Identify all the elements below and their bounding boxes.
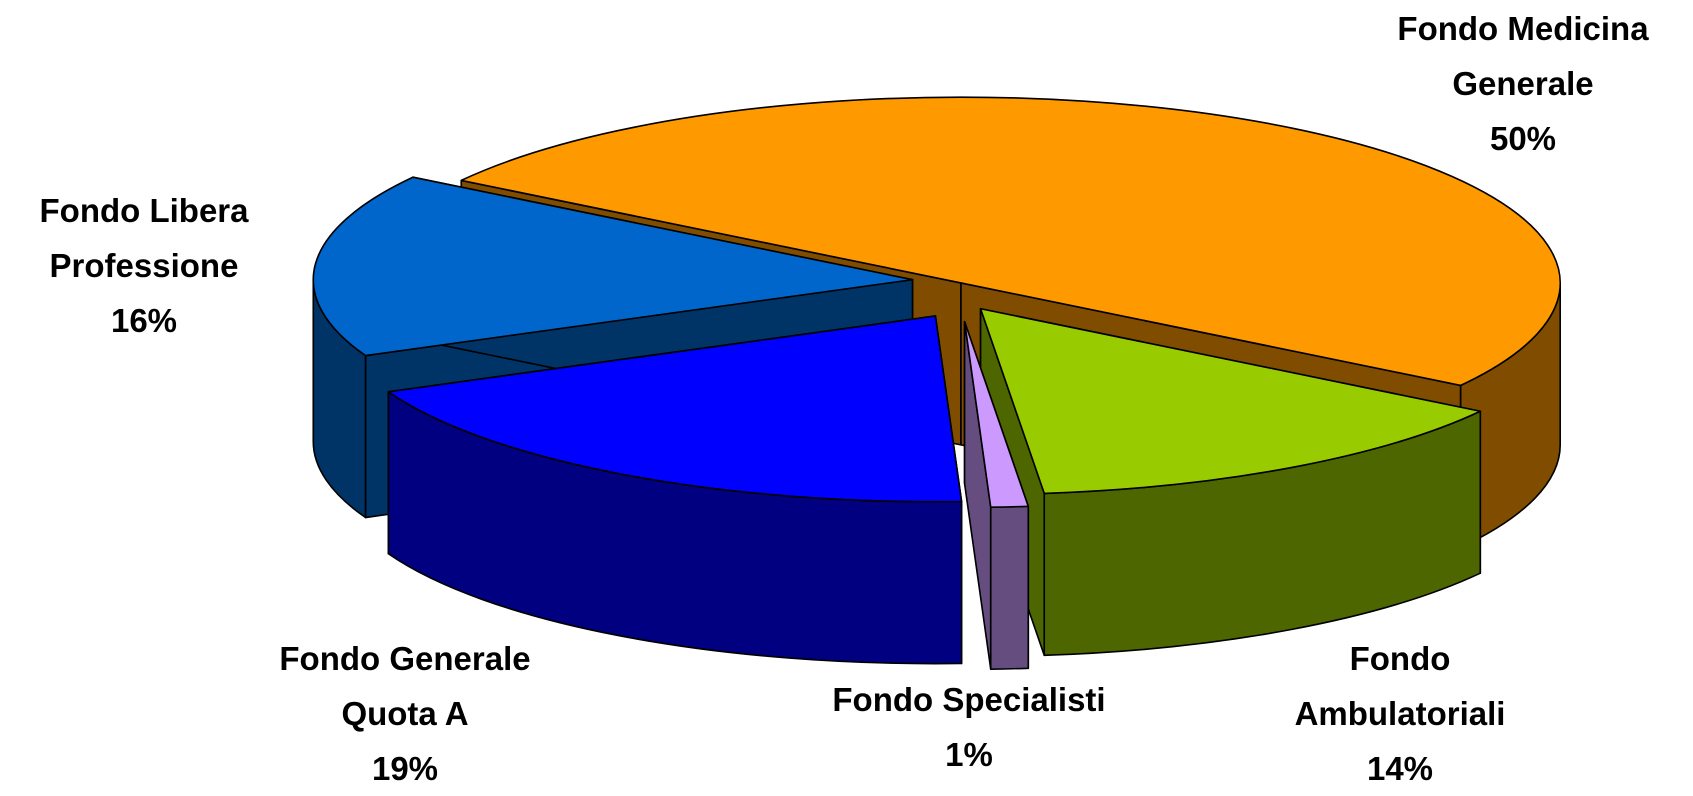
category-label: Fondo Medicina Generale — [1397, 10, 1649, 102]
slice-wall — [989, 505, 1030, 670]
value-label: 14% — [1366, 750, 1434, 787]
value-label: 16% — [110, 302, 178, 339]
category-label: Fondo Ambulatoriali — [1294, 640, 1506, 732]
slice-label: Fondo Specialisti 1% — [779, 672, 1159, 782]
slice-top — [963, 320, 1030, 509]
value-label: 19% — [371, 750, 439, 787]
slice-label: Fondo Ambulatoriali 14% — [1260, 631, 1540, 796]
slice-label: Fondo Generale Quota A 19% — [235, 631, 575, 796]
slice-top — [312, 176, 914, 357]
category-label: Fondo Libera Professione — [39, 192, 249, 284]
slice-label: Fondo Medicina Generale 50% — [1363, 1, 1683, 166]
slice-top — [979, 307, 1482, 495]
category-label: Fondo Specialisti — [832, 681, 1106, 718]
value-label: 1% — [945, 736, 993, 773]
slice-top — [387, 315, 963, 503]
slice — [387, 315, 963, 665]
slice-label: Fondo Libera Professione 16% — [9, 183, 279, 348]
value-label: 50% — [1489, 120, 1557, 157]
category-label: Fondo Generale Quota A — [279, 640, 531, 732]
slice — [963, 320, 1030, 670]
slice-top — [460, 96, 1561, 387]
